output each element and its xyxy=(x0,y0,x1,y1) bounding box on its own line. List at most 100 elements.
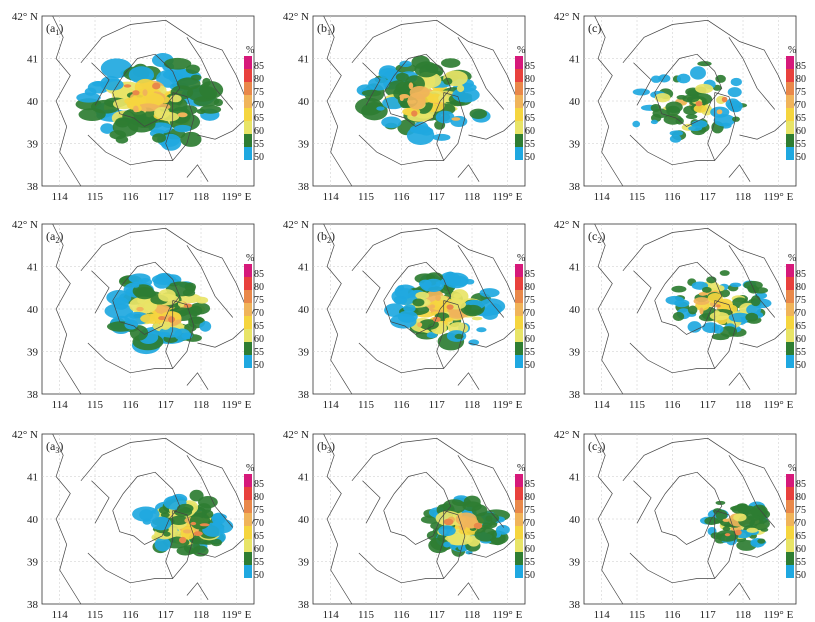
probability-core xyxy=(451,117,461,121)
colorbar-unit: % xyxy=(246,463,254,474)
colorbar-swatch xyxy=(244,290,252,303)
probability-blob xyxy=(462,501,482,512)
colorbar-level: 50 xyxy=(525,152,535,163)
lat-tick-label: 40 xyxy=(569,304,581,316)
probability-core xyxy=(722,518,730,522)
lat-tick-label: 40 xyxy=(298,96,310,108)
lat-tick-label: 39 xyxy=(298,347,310,359)
colorbar: %85 80 75 70 65 60 55 50 xyxy=(244,253,264,371)
boundary-line xyxy=(112,261,181,335)
probability-core xyxy=(443,518,454,526)
probability-blob xyxy=(132,506,160,522)
colorbar: %85 80 75 70 65 60 55 50 xyxy=(515,463,535,581)
probability-core xyxy=(417,322,423,328)
lon-tick-label: 117 xyxy=(158,609,175,621)
colorbar-swatch xyxy=(244,526,252,539)
boundary-line xyxy=(52,15,82,187)
probability-blob xyxy=(188,316,204,324)
lat-tick-label: 42° N xyxy=(283,219,309,231)
boundary-line xyxy=(622,19,790,102)
lat-tick-label: 42° N xyxy=(283,11,309,23)
probability-blob xyxy=(732,116,740,122)
lon-tick-label: 114 xyxy=(52,399,69,411)
lat-tick-label: 39 xyxy=(569,557,581,569)
probability-blob xyxy=(132,283,140,288)
probability-blob xyxy=(691,120,708,128)
probability-blob xyxy=(632,120,641,128)
probability-blob xyxy=(397,310,418,323)
boundary-line xyxy=(707,510,737,580)
boundary-line xyxy=(383,261,452,335)
probability-core xyxy=(699,307,704,315)
colorbar-level: 80 xyxy=(254,282,264,293)
probability-blob xyxy=(443,541,451,548)
probability-core xyxy=(399,95,404,102)
lat-tick-label: 38 xyxy=(569,181,581,193)
boundary-line xyxy=(323,15,353,187)
lon-tick-label: 117 xyxy=(700,191,717,203)
colorbar-swatch xyxy=(515,82,523,95)
lon-tick-label: 119° E xyxy=(763,399,793,411)
probability-blob xyxy=(469,108,488,119)
boundary-line xyxy=(633,270,652,314)
colorbar-level: 85 xyxy=(525,269,535,280)
lat-tick-label: 41 xyxy=(569,54,580,66)
colorbar-level: 75 xyxy=(525,295,535,306)
colorbar-swatch xyxy=(515,513,523,526)
lat-tick-label: 38 xyxy=(569,599,581,611)
lat-tick-label: 41 xyxy=(27,54,38,66)
colorbar-swatch xyxy=(515,565,523,578)
lon-tick-label: 114 xyxy=(323,399,340,411)
probability-blob xyxy=(444,317,454,322)
boundary-line xyxy=(351,19,519,102)
colorbar-swatch xyxy=(244,277,252,290)
colorbar-level: 85 xyxy=(525,61,535,72)
colorbar-level: 65 xyxy=(525,113,535,124)
lon-tick-label: 116 xyxy=(664,191,681,203)
probability-core xyxy=(459,524,466,531)
colorbar-level: 50 xyxy=(525,570,535,581)
lon-tick-label: 119° E xyxy=(492,609,522,621)
lon-tick-label: 118 xyxy=(464,399,481,411)
probability-blob xyxy=(109,130,127,140)
boundary-line xyxy=(728,372,751,390)
probability-blob xyxy=(419,127,434,136)
probability-blob xyxy=(715,74,726,83)
probability-blob xyxy=(196,108,206,115)
colorbar-swatch xyxy=(244,342,252,355)
colorbar-swatch xyxy=(515,552,523,565)
boundary-line xyxy=(80,19,248,102)
lat-tick-label: 40 xyxy=(27,96,39,108)
colorbar-swatch xyxy=(244,539,252,552)
boundary-line xyxy=(633,62,652,106)
colorbar-level: 70 xyxy=(796,518,806,529)
colorbar-swatch xyxy=(786,134,794,147)
lon-tick-label: 118 xyxy=(735,609,752,621)
colorbar-level: 80 xyxy=(796,492,806,503)
probability-blob xyxy=(187,305,203,316)
probability-blob xyxy=(84,87,97,96)
colorbar-level: 70 xyxy=(525,100,535,111)
probability-blob xyxy=(176,546,195,556)
colorbar-level: 55 xyxy=(525,557,535,568)
colorbar-level: 75 xyxy=(796,295,806,306)
probability-blob xyxy=(414,61,439,78)
probability-blob xyxy=(454,333,464,340)
lon-tick-label: 117 xyxy=(429,609,446,621)
lon-tick-label: 118 xyxy=(735,191,752,203)
lon-tick-label: 114 xyxy=(52,191,69,203)
probability-blob xyxy=(441,58,461,68)
probability-blob xyxy=(173,124,192,133)
probability-core xyxy=(142,89,148,97)
probability-blob xyxy=(471,316,483,321)
lat-tick-label: 38 xyxy=(27,389,39,401)
boundary-line xyxy=(654,471,723,545)
probability-blob xyxy=(757,538,766,544)
colorbar-level: 75 xyxy=(525,505,535,516)
boundary-line xyxy=(91,62,110,106)
colorbar-swatch xyxy=(244,355,252,368)
boundary-line xyxy=(358,134,444,166)
boundary-line xyxy=(629,342,715,374)
lat-tick-label: 39 xyxy=(298,139,310,151)
probability-blob xyxy=(432,133,451,141)
